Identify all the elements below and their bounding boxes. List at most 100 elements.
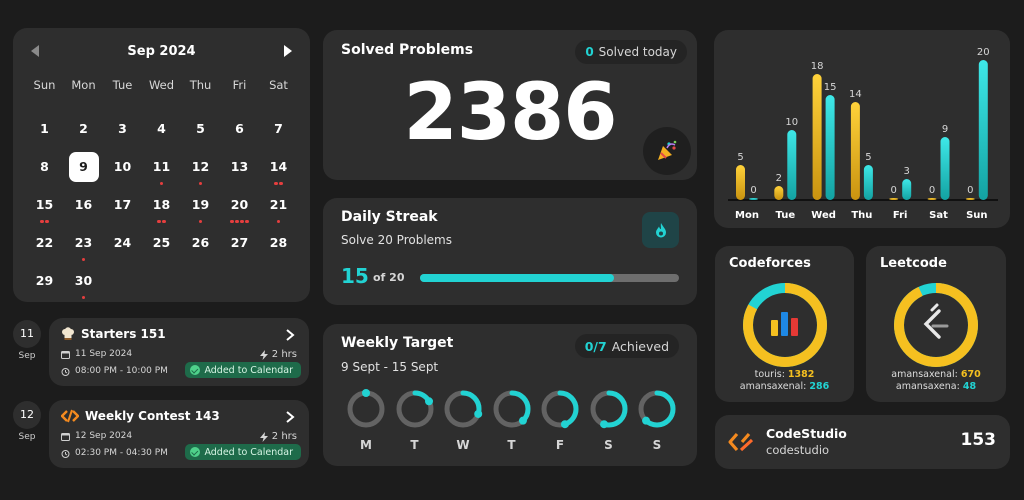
added-to-calendar-badge[interactable]: Added to Calendar bbox=[185, 362, 301, 378]
contest-duration-text: 2 hrs bbox=[271, 349, 297, 360]
calendar-day-1[interactable]: 1 bbox=[25, 114, 64, 152]
calendar-day-number: 1 bbox=[40, 121, 49, 136]
bar-sat-series1 bbox=[927, 198, 937, 200]
calendar-day-15[interactable]: 15 bbox=[25, 190, 64, 228]
leetcode-card[interactable]: Leetcode amansaxenal: 670 amansaxena: 48 bbox=[866, 246, 1006, 402]
calendar-icon bbox=[61, 350, 70, 359]
celebrate-button[interactable] bbox=[643, 127, 691, 175]
added-to-calendar-badge[interactable]: Added to Calendar bbox=[185, 444, 301, 460]
calendar-day-24[interactable]: 24 bbox=[103, 228, 142, 266]
progress-ring-fill bbox=[590, 390, 627, 428]
streak-current: 15 bbox=[341, 264, 369, 288]
bar-sat-series2 bbox=[940, 137, 950, 200]
calendar-day-number: 28 bbox=[269, 235, 288, 250]
calendar-day-number: 13 bbox=[230, 159, 249, 174]
codestudio-score: 153 bbox=[960, 430, 997, 450]
calendar-day-14[interactable]: 14 bbox=[259, 152, 298, 190]
prev-month-icon[interactable] bbox=[28, 43, 42, 59]
event-dot bbox=[81, 257, 86, 261]
codestudio-logo-icon bbox=[728, 432, 754, 452]
bar-value-label: 20 bbox=[977, 47, 990, 58]
weekday-label: Sat bbox=[269, 78, 288, 92]
event-dot bbox=[279, 181, 283, 185]
weekly-day-ring: S bbox=[636, 388, 678, 452]
leetcode-logo-icon bbox=[61, 409, 79, 423]
codeforces-line2: amansaxenal: 286 bbox=[739, 381, 830, 392]
bar-wed-series1 bbox=[812, 74, 822, 200]
calendar-day-19[interactable]: 19 bbox=[181, 190, 220, 228]
event-dots bbox=[181, 217, 220, 223]
calendar-day-number: 17 bbox=[113, 197, 132, 212]
event-dots bbox=[259, 217, 298, 223]
calendar-day-3[interactable]: 3 bbox=[103, 114, 142, 152]
weekly-day-ring: W bbox=[442, 388, 484, 452]
x-tick-label: Tue bbox=[775, 210, 795, 221]
calendar-day-12[interactable]: 12 bbox=[181, 152, 220, 190]
chevron-right-icon[interactable] bbox=[285, 328, 295, 342]
calendar-day-18[interactable]: 18 bbox=[142, 190, 181, 228]
weekly-target-card: Weekly Target 0/7 Achieved 9 Sept - 15 S… bbox=[323, 324, 697, 466]
calendar-day-4[interactable]: 4 bbox=[142, 114, 181, 152]
bar-mon-series1 bbox=[736, 165, 745, 200]
calendar-day-16[interactable]: 16 bbox=[64, 190, 103, 228]
calendar-day-9[interactable]: 9 bbox=[64, 152, 103, 190]
contest-time-line: 02:30 PM - 04:30 PM bbox=[61, 448, 168, 458]
contest-card-starters[interactable]: Starters 151 11 Sep 2024 08:00 PM - 10:0… bbox=[49, 318, 309, 386]
streak-flame-button[interactable] bbox=[642, 212, 679, 248]
calendar-day-number: 11 bbox=[152, 159, 171, 174]
check-circle-icon bbox=[190, 365, 201, 375]
weekly-day-label: S bbox=[604, 438, 613, 452]
calendar-day-23[interactable]: 23 bbox=[64, 228, 103, 266]
next-month-icon[interactable] bbox=[281, 43, 295, 59]
codeforces-ring bbox=[743, 283, 827, 367]
calendar-day-22[interactable]: 22 bbox=[25, 228, 64, 266]
calendar-day-10[interactable]: 10 bbox=[103, 152, 142, 190]
calendar-day-number: 2 bbox=[79, 121, 88, 136]
calendar-day-20[interactable]: 20 bbox=[220, 190, 259, 228]
contest-title: Weekly Contest 143 bbox=[61, 409, 220, 423]
progress-ring bbox=[347, 389, 385, 428]
contest-card-weekly[interactable]: Weekly Contest 143 12 Sep 2024 02:30 PM … bbox=[49, 400, 309, 468]
calendar-day-25[interactable]: 25 bbox=[142, 228, 181, 266]
weekday-label: Tue bbox=[112, 78, 133, 92]
calendar-day-21[interactable]: 21 bbox=[259, 190, 298, 228]
calendar-day-13[interactable]: 13 bbox=[220, 152, 259, 190]
calendar-day-17[interactable]: 17 bbox=[103, 190, 142, 228]
calendar-day-number: 5 bbox=[196, 121, 205, 136]
x-tick-label: Sun bbox=[966, 210, 987, 221]
event-dots bbox=[142, 217, 181, 223]
weekday-label: Fri bbox=[232, 78, 247, 92]
calendar-day-7[interactable]: 7 bbox=[259, 114, 298, 152]
calendar-day-28[interactable]: 28 bbox=[259, 228, 298, 266]
bar-thu-series1 bbox=[850, 102, 860, 200]
calendar-day-number: 21 bbox=[269, 197, 288, 212]
codestudio-title: CodeStudio bbox=[766, 426, 847, 441]
codestudio-card[interactable]: CodeStudio codestudio 153 bbox=[715, 415, 1010, 469]
calendar-day-2[interactable]: 2 bbox=[64, 114, 103, 152]
progress-ring-fill bbox=[444, 390, 482, 428]
weekly-day-label: W bbox=[456, 438, 470, 452]
calendar-day-8[interactable]: 8 bbox=[25, 152, 64, 190]
calendar-day-number: 8 bbox=[40, 159, 49, 174]
calendar-day-6[interactable]: 6 bbox=[220, 114, 259, 152]
chevron-right-icon[interactable] bbox=[285, 410, 295, 424]
leetcode-title: Leetcode bbox=[880, 256, 947, 271]
codeforces-score2: 286 bbox=[809, 381, 830, 392]
calendar-day-5[interactable]: 5 bbox=[181, 114, 220, 152]
codeforces-card[interactable]: Codeforces touris: 1382 amansaxenal: 286 bbox=[715, 246, 854, 402]
calendar-day-26[interactable]: 26 bbox=[181, 228, 220, 266]
calendar-day-number: 26 bbox=[191, 235, 210, 250]
event-dot bbox=[276, 219, 281, 223]
calendar-day-number: 29 bbox=[35, 273, 54, 288]
progress-ring bbox=[541, 390, 579, 429]
event-dot bbox=[45, 219, 49, 223]
calendar-day-30[interactable]: 30 bbox=[64, 266, 103, 304]
calendar-day-29[interactable]: 29 bbox=[25, 266, 64, 304]
added-to-calendar-label: Added to Calendar bbox=[204, 364, 293, 376]
calendar-day-27[interactable]: 27 bbox=[220, 228, 259, 266]
streak-progress-bar bbox=[420, 274, 679, 282]
streak-of-label: of 20 bbox=[373, 271, 405, 284]
calendar-day-11[interactable]: 11 bbox=[142, 152, 181, 190]
calendar-day-number: 7 bbox=[274, 121, 283, 136]
